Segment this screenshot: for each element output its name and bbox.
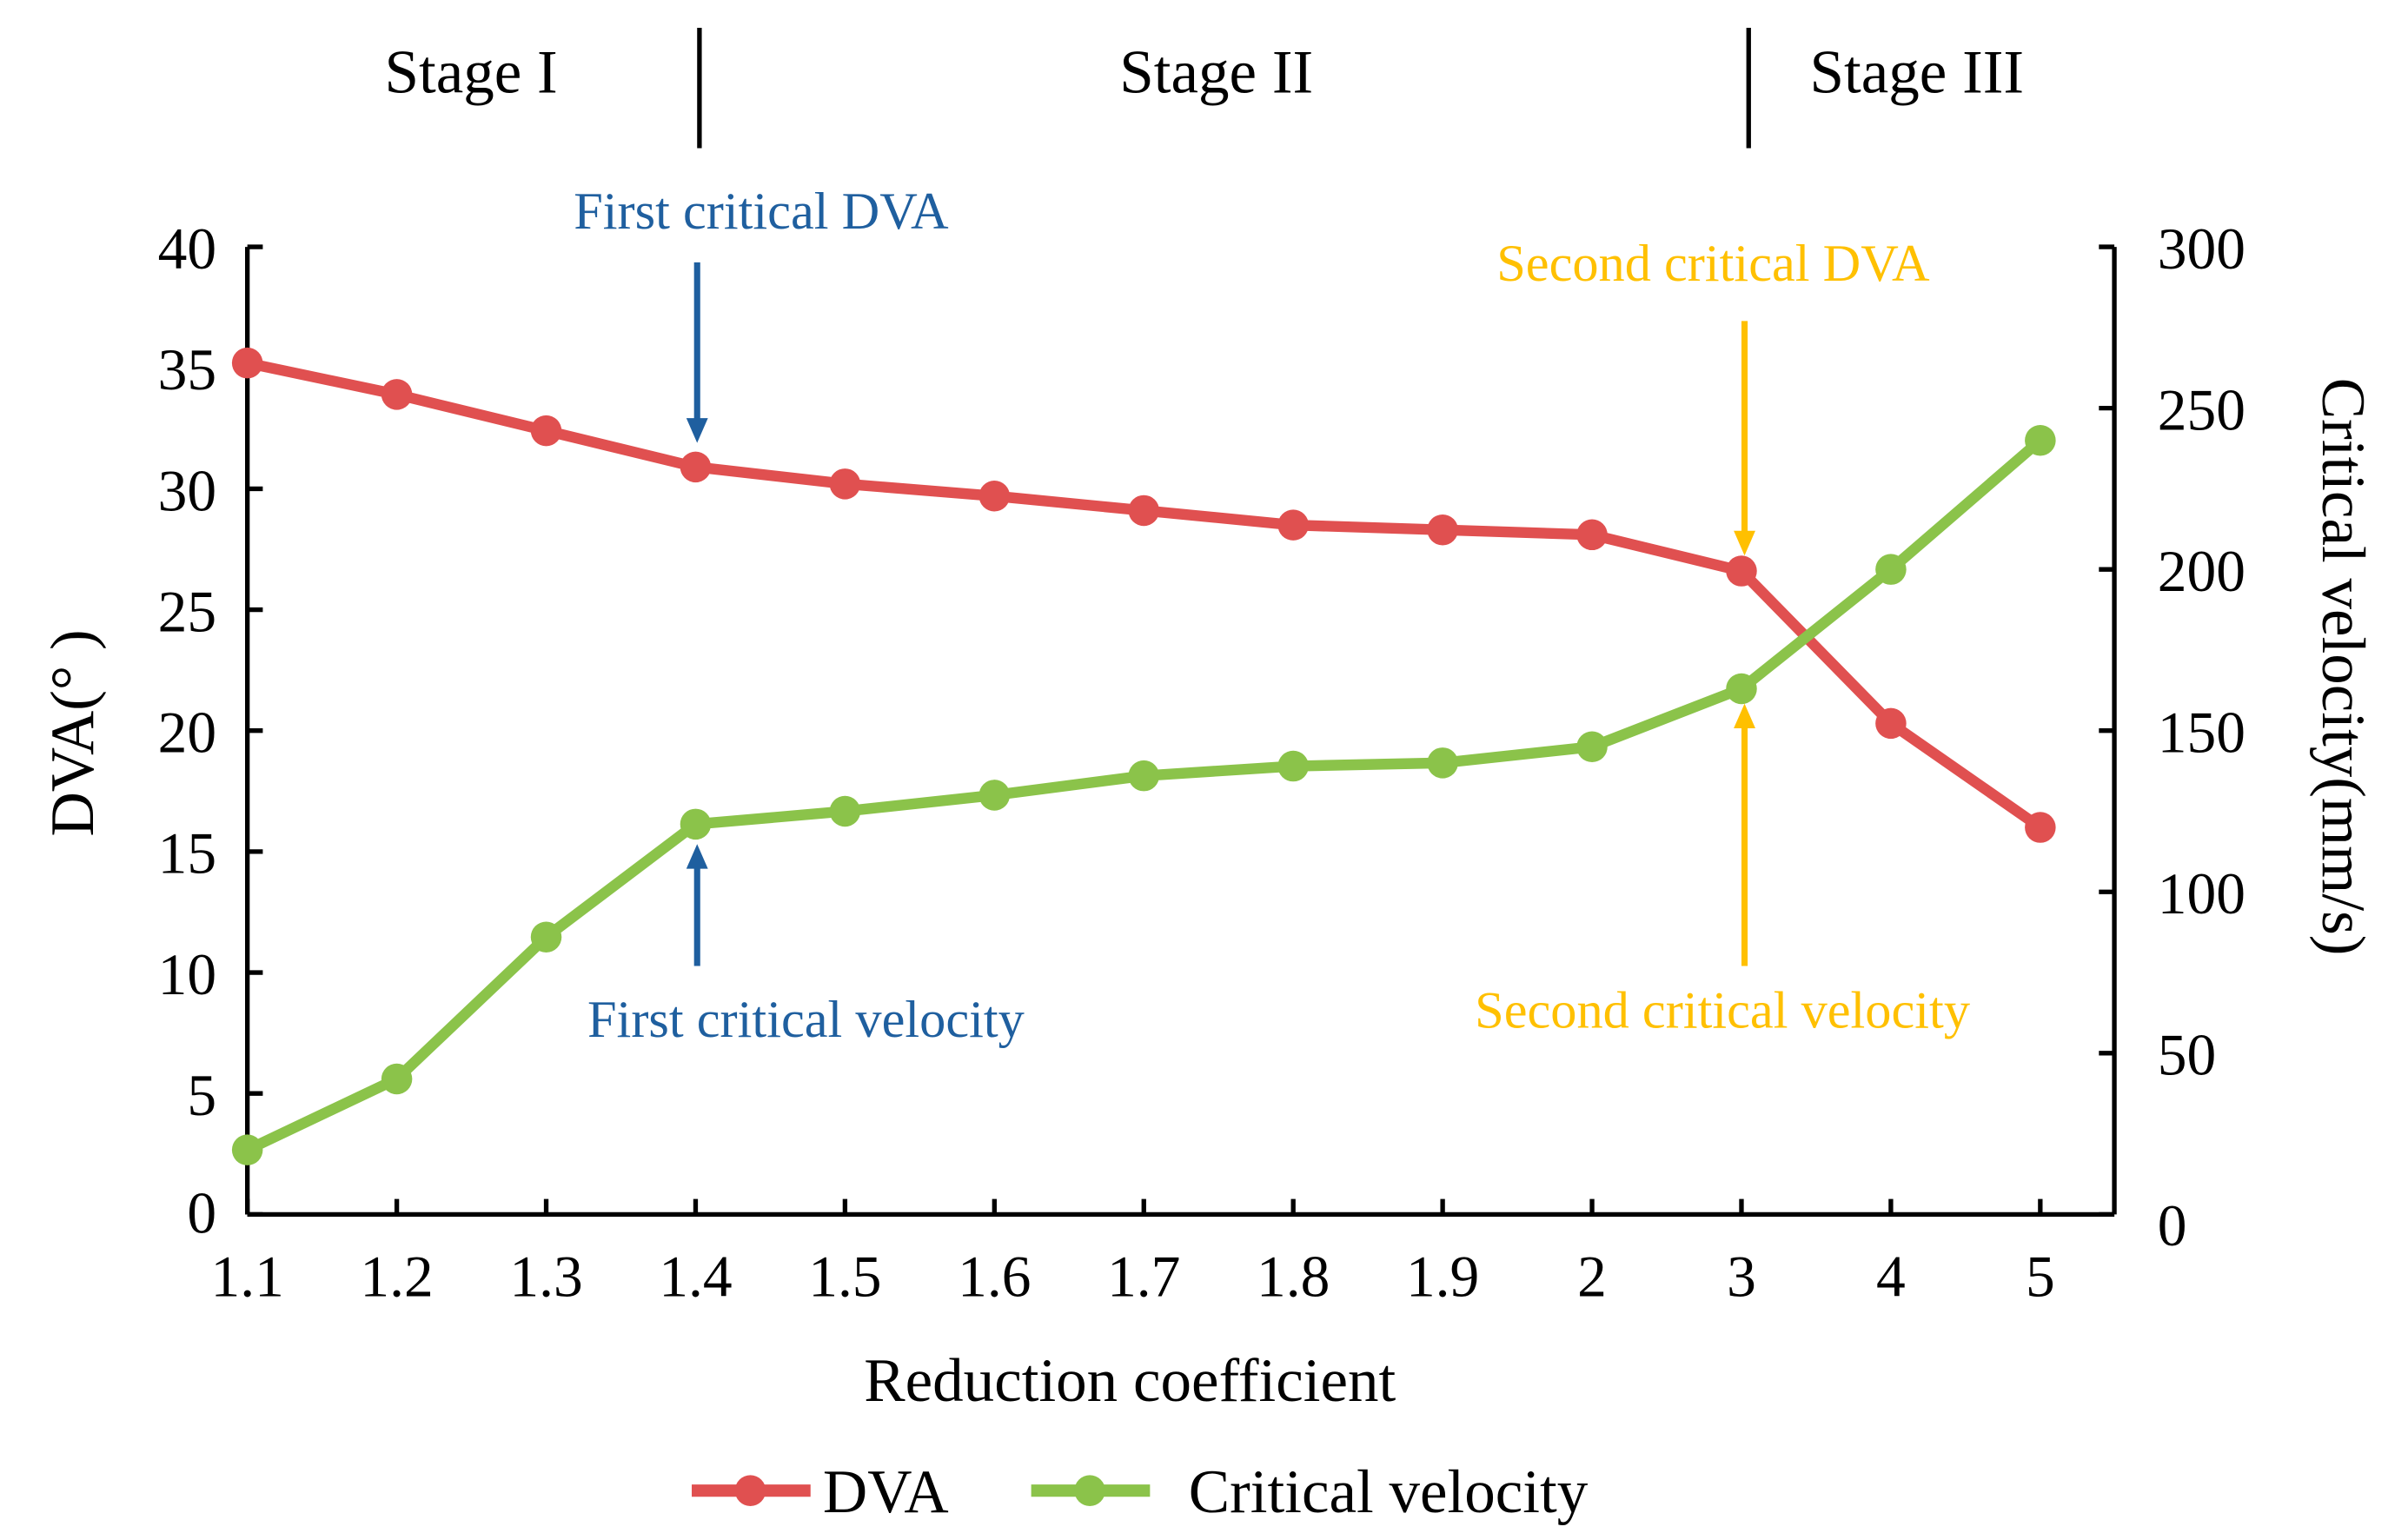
- legend-dva-label: DVA: [823, 1458, 949, 1526]
- annotation-first-critical-dva: First critical DVA: [574, 183, 949, 241]
- dva-point: [680, 451, 712, 483]
- dva-point: [1875, 707, 1907, 740]
- y-right-tick-label: 200: [2158, 539, 2245, 604]
- y-axis-left-label: DVA(° ): [39, 629, 107, 836]
- x-tick-label: 2: [1577, 1244, 1607, 1309]
- critical-velocity-point: [530, 921, 562, 953]
- critical-velocity-point: [978, 780, 1011, 811]
- critical-velocity-point: [1875, 554, 1907, 585]
- stage-2-label: Stage II: [1119, 39, 1313, 107]
- dva-point: [381, 379, 413, 410]
- y-left-tick-label: 10: [158, 942, 216, 1007]
- dva-point: [1128, 495, 1160, 527]
- y-right-tick-label: 300: [2158, 216, 2245, 282]
- y-left-tick-label: 30: [158, 458, 216, 523]
- x-tick-label: 4: [1876, 1244, 1906, 1309]
- critical-velocity-point: [2025, 424, 2056, 456]
- dva-point: [978, 480, 1011, 512]
- y-right-tick-label: 150: [2158, 700, 2245, 766]
- second-critical-velocity-arrow-head: [1734, 703, 1755, 729]
- x-axis-label: Reduction coefficient: [864, 1347, 1396, 1415]
- legend-velocity-label: Critical velocity: [1189, 1458, 1589, 1526]
- x-tick-label: 1.5: [808, 1244, 881, 1309]
- x-tick-label: 5: [2026, 1244, 2055, 1309]
- y-left-tick-label: 25: [158, 579, 216, 644]
- stage-1-label: Stage I: [385, 39, 558, 107]
- y-left-tick-label: 20: [158, 700, 216, 766]
- x-tick-label: 1.8: [1257, 1244, 1330, 1309]
- x-tick-label: 1.7: [1107, 1244, 1180, 1309]
- y-left-tick-label: 0: [187, 1181, 216, 1246]
- y-right-tick-label: 0: [2158, 1193, 2187, 1258]
- y-left-tick-label: 15: [158, 821, 216, 886]
- annotation-first-critical-velocity: First critical velocity: [587, 991, 1025, 1049]
- y-right-tick-label: 100: [2158, 861, 2245, 926]
- x-tick-label: 1.9: [1406, 1244, 1479, 1309]
- y-right-tick-label: 50: [2158, 1023, 2216, 1088]
- x-tick-label: 3: [1727, 1244, 1756, 1309]
- x-tick-label: 1.1: [210, 1244, 283, 1309]
- critical-velocity-point: [1427, 747, 1458, 779]
- critical-velocity-point: [829, 795, 861, 827]
- y-right-tick-label: 250: [2158, 377, 2245, 442]
- dva-point: [1277, 509, 1309, 541]
- stage-labels: Stage I Stage II Stage III: [385, 27, 2024, 149]
- x-tick-label: 1.6: [958, 1244, 1031, 1309]
- dva-point: [231, 347, 263, 379]
- x-tick-label: 1.4: [659, 1244, 732, 1309]
- y-left-tick-label: 35: [158, 337, 216, 402]
- annotation-second-critical-velocity: Second critical velocity: [1475, 982, 1970, 1040]
- x-tick-label: 1.2: [360, 1244, 433, 1309]
- critical-velocity-point: [231, 1134, 263, 1165]
- dva-point: [530, 415, 562, 447]
- y-left-tick-label: 40: [158, 216, 216, 282]
- y-left-tick-label: 5: [187, 1063, 216, 1128]
- critical-velocity-point: [381, 1063, 413, 1095]
- critical-velocity-point: [1277, 750, 1309, 782]
- critical-velocity-point: [1576, 731, 1608, 763]
- second-critical-dva-arrow-head: [1734, 530, 1755, 556]
- critical-velocity-point: [1128, 760, 1160, 792]
- legend: DVA Critical velocity: [692, 1458, 1589, 1526]
- dva-line: [246, 357, 2044, 833]
- first-critical-dva-arrow-head: [686, 418, 708, 443]
- y-axis-right-label: Critical velocity(mm/s): [2309, 378, 2377, 956]
- first-critical-velocity-arrow-head: [686, 844, 708, 869]
- dva-point: [2025, 812, 2056, 843]
- x-tick-label: 1.3: [509, 1244, 582, 1309]
- critical-velocity-point: [680, 808, 712, 840]
- stage-3-label: Stage III: [1810, 39, 2024, 107]
- dva-point: [1427, 514, 1458, 546]
- legend-dva-marker: [734, 1475, 766, 1506]
- annotation-second-critical-dva: Second critical DVA: [1496, 235, 1930, 293]
- dva-point: [1576, 519, 1608, 551]
- dva-point: [829, 468, 861, 500]
- critical-velocity-point: [1726, 673, 1757, 705]
- dva-point: [1726, 555, 1757, 587]
- legend-velocity-marker: [1074, 1475, 1105, 1506]
- critical-velocity-line: [244, 436, 2044, 1155]
